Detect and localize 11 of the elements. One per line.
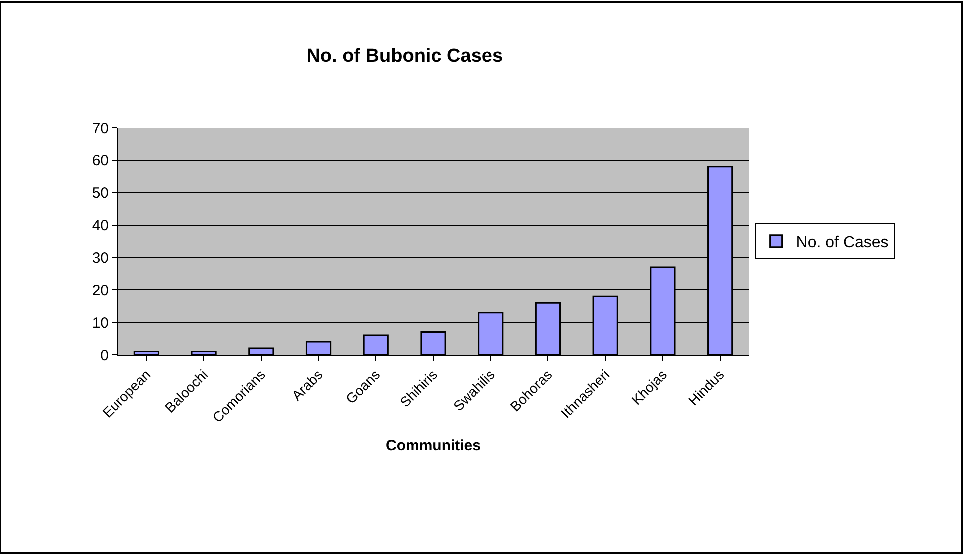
y-tick-label: 10 (92, 314, 109, 332)
y-tick-label: 60 (92, 152, 109, 170)
chart-title: No. of Bubonic Cases (306, 46, 504, 68)
y-tick-label: 70 (92, 120, 109, 138)
legend-label: No. of Cases (796, 234, 889, 252)
y-tick-label: 40 (92, 218, 109, 235)
y-tick-label: 30 (92, 250, 109, 267)
y-tick-label: 0 (100, 347, 109, 364)
x-axis-title: Communities (386, 438, 482, 455)
y-tick-label: 20 (92, 282, 109, 300)
y-tick-label: 50 (92, 185, 109, 202)
